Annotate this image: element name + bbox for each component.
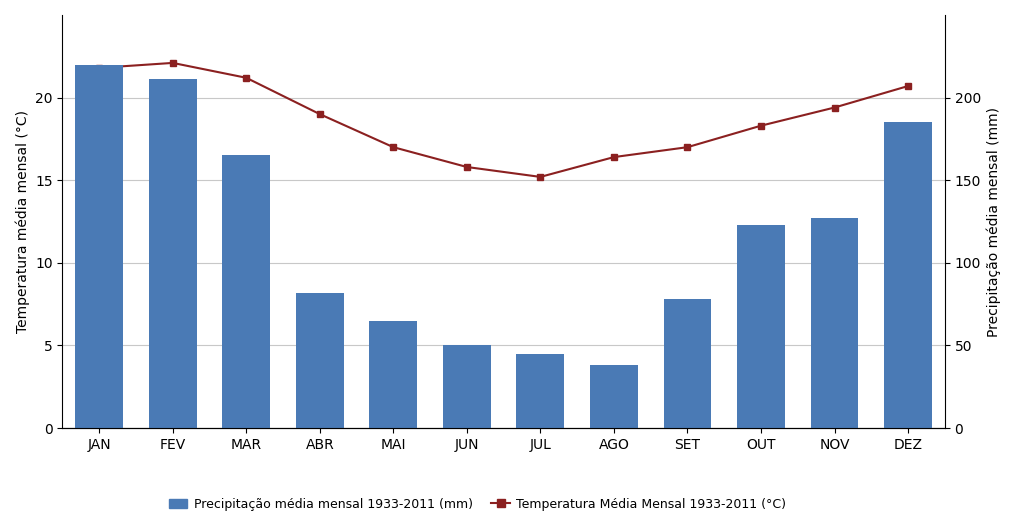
- Temperatura Média Mensal 1933-2011 (°C): [828, 104, 840, 111]
- Temperatura Média Mensal 1933-2011 (°C): [461, 164, 473, 170]
- Temperatura Média Mensal 1933-2011 (°C): [314, 111, 326, 117]
- Bar: [75, 65, 123, 428]
- Bar: [370, 321, 418, 428]
- Y-axis label: Precipitação média mensal (mm): Precipitação média mensal (mm): [987, 106, 1001, 337]
- Bar: [811, 218, 859, 428]
- Temperatura Média Mensal 1933-2011 (°C): [534, 174, 547, 180]
- Bar: [516, 354, 564, 428]
- Bar: [737, 225, 785, 428]
- Bar: [884, 122, 932, 428]
- Temperatura Média Mensal 1933-2011 (°C): [682, 144, 694, 150]
- Temperatura Média Mensal 1933-2011 (°C): [240, 75, 252, 81]
- Temperatura Média Mensal 1933-2011 (°C): [902, 83, 914, 89]
- Bar: [148, 79, 197, 428]
- Bar: [590, 365, 638, 428]
- Y-axis label: Temperatura média mensal (°C): Temperatura média mensal (°C): [15, 110, 29, 333]
- Legend: Precipitação média mensal 1933-2011 (mm), Temperatura Média Mensal 1933-2011 (°C: Precipitação média mensal 1933-2011 (mm)…: [164, 493, 791, 516]
- Bar: [223, 156, 270, 428]
- Temperatura Média Mensal 1933-2011 (°C): [608, 154, 620, 160]
- Line: Temperatura Média Mensal 1933-2011 (°C): Temperatura Média Mensal 1933-2011 (°C): [96, 60, 911, 181]
- Bar: [663, 299, 711, 428]
- Temperatura Média Mensal 1933-2011 (°C): [93, 65, 106, 71]
- Temperatura Média Mensal 1933-2011 (°C): [755, 123, 767, 129]
- Bar: [296, 292, 343, 428]
- Temperatura Média Mensal 1933-2011 (°C): [387, 144, 399, 150]
- Bar: [443, 346, 491, 428]
- Temperatura Média Mensal 1933-2011 (°C): [167, 60, 179, 66]
